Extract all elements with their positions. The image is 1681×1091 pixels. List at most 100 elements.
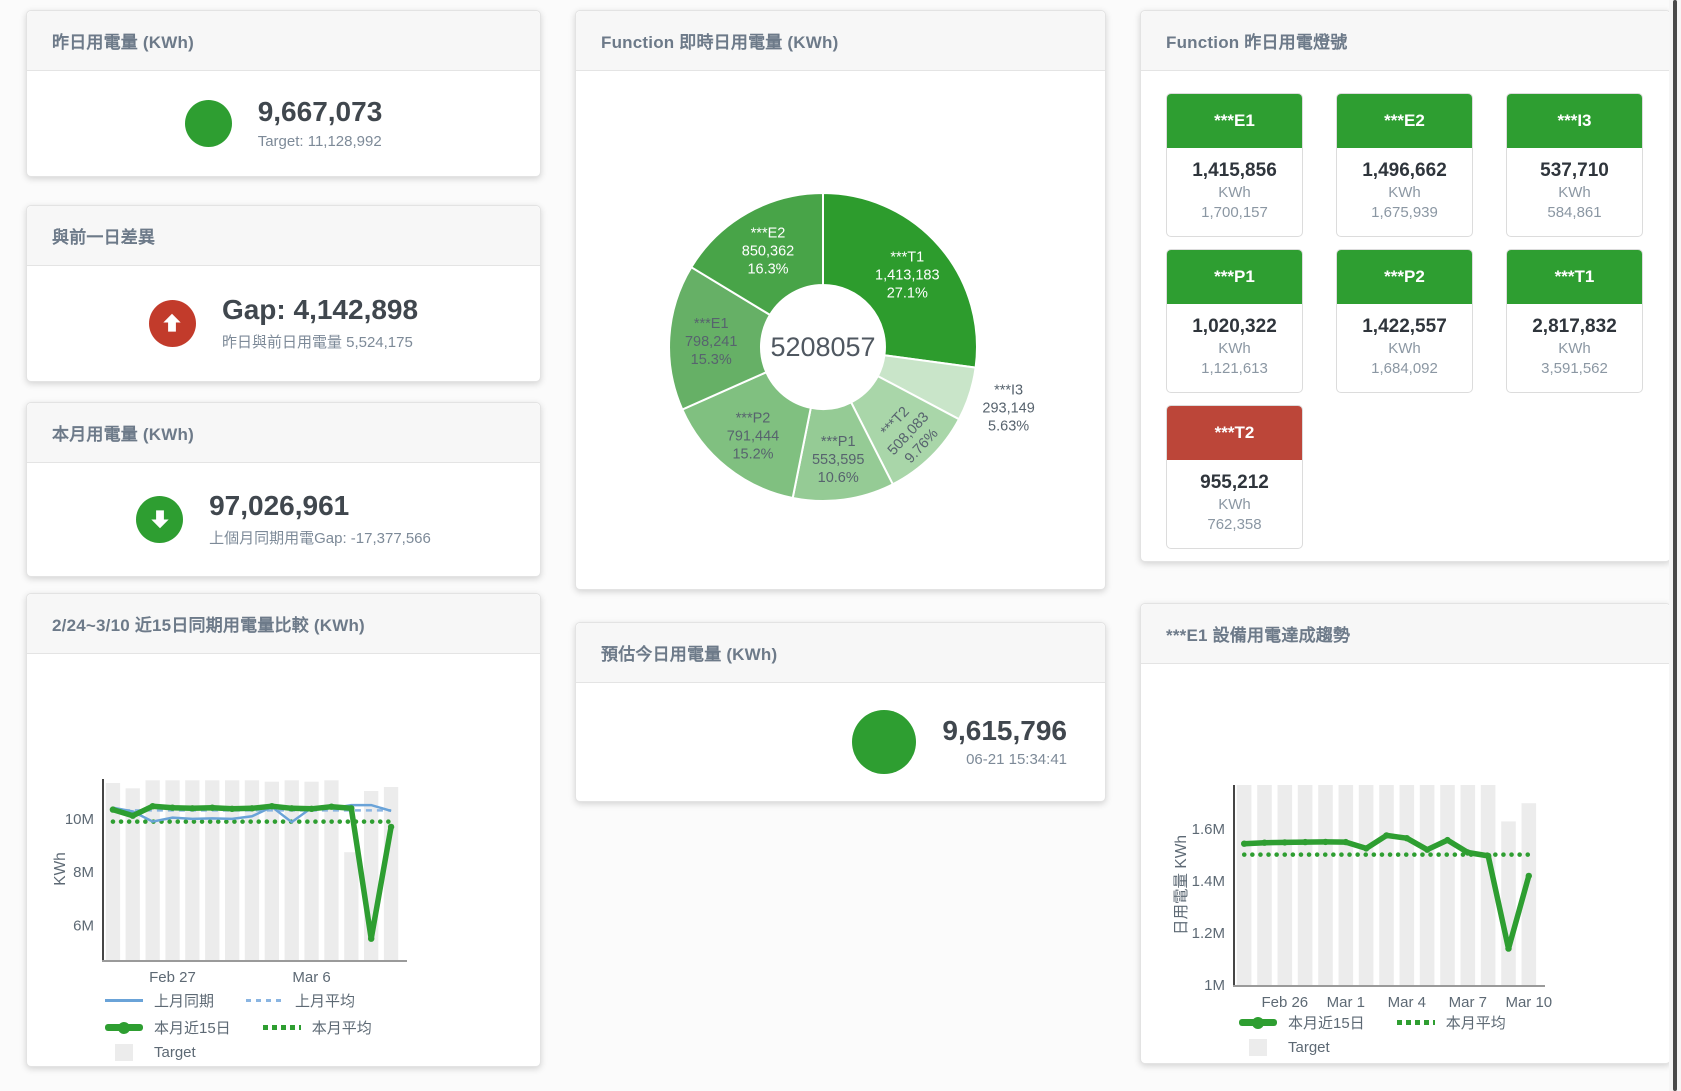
- donut-slice[interactable]: [668, 265, 772, 411]
- chart-legend: 本月近15日 本月平均 Target: [1239, 1012, 1506, 1062]
- scrollbar-thumb[interactable]: [1673, 0, 1677, 1091]
- light-tile-unit: KWh: [1388, 340, 1421, 357]
- x-tick-label: Feb 27: [149, 969, 196, 986]
- legend-item[interactable]: 上月平均: [246, 990, 355, 1011]
- kpi-value: 9,615,796: [942, 714, 1067, 746]
- target-bar: [1440, 785, 1455, 985]
- light-tile-target: 1,121,613: [1201, 360, 1268, 377]
- kpi-value: 97,026,961: [209, 490, 350, 522]
- legend-item[interactable]: 上月同期: [105, 990, 214, 1011]
- legend-label: 上月同期: [154, 993, 215, 1010]
- data-point: [387, 823, 395, 831]
- data-point: [209, 804, 216, 811]
- light-tile-unit: KWh: [1388, 184, 1421, 201]
- card-realtime-donut: Function 即時日用電量 (KWh) ***T1 1,413,183 27.1…: [575, 10, 1106, 590]
- y-tick-label: 6M: [73, 917, 94, 934]
- y-axis-title: KWh: [52, 852, 69, 886]
- legend-item[interactable]: 本月平均: [1396, 1012, 1506, 1033]
- light-tile-target: 1,684,092: [1371, 360, 1438, 377]
- target-bar: [145, 780, 160, 960]
- kpi-subtitle: 昨日與前日用電量 5,524,175: [221, 333, 413, 351]
- light-tile-header: ***E2: [1337, 94, 1472, 148]
- data-point: [1505, 945, 1512, 952]
- light-tile-value: 537,710: [1540, 160, 1609, 181]
- data-point: [1281, 839, 1288, 846]
- card-header: Function 昨日用電燈號: [1141, 11, 1670, 71]
- card-header: 昨日用電量 (KWh): [27, 11, 540, 71]
- legend-swatch-icon: [105, 1021, 143, 1034]
- donut-slice[interactable]: [689, 191, 824, 317]
- legend-item[interactable]: 本月平均: [262, 1017, 372, 1038]
- legend-label: 本月近15日: [1288, 1015, 1365, 1032]
- legend-item[interactable]: 本月近15日: [1239, 1012, 1365, 1033]
- light-tile-value: 1,415,856: [1192, 160, 1277, 181]
- trend-line-chart[interactable]: 1M 1.2M 1.4M 1.6M Feb 26 Mar 1 Mar 4 Mar 7 Mar 1…: [1141, 665, 1670, 1010]
- light-tile: ***E1 1,415,856 KWh 1,700,157: [1166, 93, 1303, 237]
- data-point: [1241, 840, 1248, 847]
- card-header: 與前一日差異: [27, 206, 540, 266]
- light-tile-header: ***P1: [1167, 250, 1302, 304]
- card-title: Function 昨日用電燈號: [1166, 33, 1348, 52]
- light-tile-target: 762,358: [1207, 516, 1262, 533]
- status-circle-icon: [852, 709, 917, 774]
- legend-swatch-icon: [1239, 1039, 1277, 1056]
- light-tile-header: ***T2: [1167, 406, 1302, 460]
- legend-item[interactable]: Target: [105, 1044, 196, 1061]
- data-point: [328, 803, 335, 810]
- light-tile-target: 1,700,157: [1201, 204, 1268, 221]
- x-tick-label: Feb 26: [1261, 994, 1308, 1010]
- card-header: Function 即時日用電量 (KWh): [576, 11, 1105, 71]
- legend-label: 本月平均: [311, 1020, 372, 1037]
- target-bar: [1501, 821, 1516, 985]
- legend-swatch-icon: [105, 1044, 143, 1061]
- realtime-donut-chart[interactable]: ***T1 1,413,183 27.1%***I3 293,149 5.63%***T…: [576, 72, 1105, 588]
- kpi-subtitle: Target: 11,128,992: [257, 132, 382, 150]
- data-point: [1525, 872, 1532, 880]
- card-status-lights: Function 昨日用電燈號 ***E1 1,415,856 KWh 1,70…: [1140, 10, 1671, 562]
- data-point: [129, 812, 136, 819]
- target-bar: [225, 780, 240, 960]
- target-bar: [125, 788, 140, 960]
- card-header: 本月用電量 (KWh): [27, 403, 540, 463]
- light-tile-target: 3,591,562: [1541, 360, 1608, 377]
- light-tile: ***E2 1,496,662 KWh 1,675,939: [1336, 93, 1473, 237]
- data-point: [268, 803, 276, 810]
- light-tile-value: 1,422,557: [1362, 316, 1447, 337]
- compare-line-chart[interactable]: 6M 8M 10M Feb 27 Mar 6 KWh: [27, 655, 540, 995]
- card-today-estimate: 預估今日用電量 (KWh) 9,615,796 06-21 15:34:41: [575, 622, 1106, 802]
- donut-slice-label: ***I3 293,149 5.63%: [982, 383, 1034, 435]
- legend-item[interactable]: 本月近15日: [105, 1017, 231, 1038]
- data-point: [1261, 839, 1268, 846]
- card-title: 昨日用電量 (KWh): [52, 33, 194, 52]
- light-tile-header: ***I3: [1507, 94, 1642, 148]
- arrow-up-icon: [148, 299, 196, 347]
- target-bar: [1399, 785, 1415, 985]
- data-point: [348, 805, 355, 812]
- target-bar: [185, 780, 200, 960]
- card-month-usage: 本月用電量 (KWh) 97,026,961 上個月同期用電Gap: -17,3…: [26, 402, 541, 577]
- legend-label: Target: [154, 1044, 196, 1061]
- target-bar: [1419, 785, 1435, 985]
- legend-swatch-icon: [105, 999, 143, 1002]
- donut-slice[interactable]: [680, 370, 812, 500]
- target-bar: [1338, 785, 1354, 985]
- scrollbar[interactable]: [1669, 0, 1681, 1091]
- data-point: [368, 935, 375, 942]
- light-tile-value: 1,496,662: [1362, 160, 1447, 181]
- status-circle-icon: [184, 99, 232, 147]
- target-bar: [324, 780, 339, 960]
- light-tile: ***P1 1,020,322 KWh 1,121,613: [1166, 249, 1303, 393]
- target-bar: [1480, 785, 1496, 985]
- card-trend-chart: ***E1 設備用電達成趨勢 1M 1.2M 1.4M 1.6M Feb 26 Mar 1…: [1140, 603, 1671, 1064]
- target-bar: [244, 780, 260, 960]
- card-header: 預估今日用電量 (KWh): [576, 623, 1105, 683]
- card-title: 本月用電量 (KWh): [52, 425, 194, 444]
- donut-slice[interactable]: [822, 191, 978, 369]
- x-tick-label: Mar 10: [1505, 994, 1552, 1010]
- target-bar: [205, 780, 220, 960]
- light-tile: ***P2 1,422,557 KWh 1,684,092: [1336, 249, 1473, 393]
- data-point: [1363, 845, 1370, 852]
- kpi-subtitle: 上個月同期用電Gap: -17,377,566: [209, 529, 431, 547]
- donut-slice-label: ***P1 553,595 10.6%: [812, 434, 864, 486]
- legend-item[interactable]: Target: [1239, 1039, 1330, 1056]
